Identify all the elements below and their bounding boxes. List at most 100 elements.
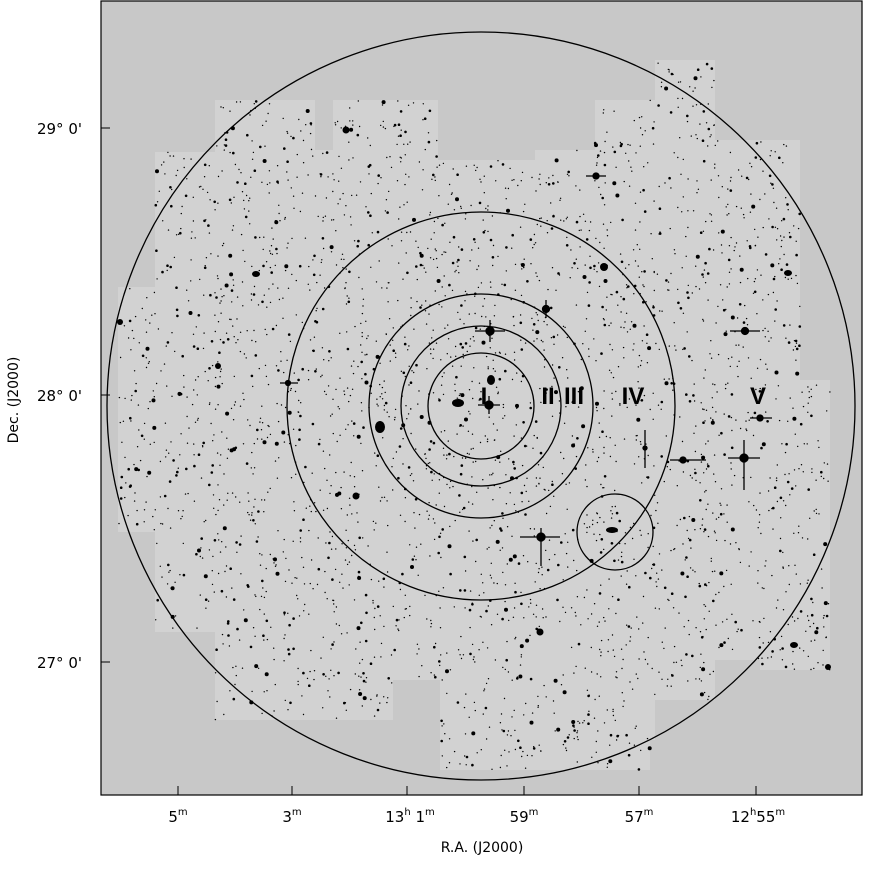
star-point (692, 210, 695, 212)
star-point (170, 204, 173, 208)
star-point (563, 457, 565, 460)
star-point (274, 460, 277, 462)
star-point (447, 324, 449, 326)
star-point (292, 617, 295, 620)
star-point (225, 596, 228, 598)
star-point (269, 250, 271, 252)
star-point (541, 608, 544, 610)
star-point (299, 210, 302, 213)
star-point (147, 362, 150, 364)
star-point (469, 260, 471, 262)
star-point (239, 101, 242, 103)
star-point (484, 706, 488, 710)
star-point (716, 391, 718, 393)
star-point (585, 318, 588, 320)
star-point (459, 589, 462, 592)
star-point (312, 259, 314, 261)
star-point (599, 648, 601, 651)
star-point (474, 312, 476, 315)
star-point (284, 699, 286, 702)
star-point (652, 306, 655, 309)
star-point (224, 144, 228, 147)
star-point (628, 398, 631, 400)
star-point (593, 338, 595, 340)
star-point (476, 752, 478, 754)
star-point (558, 366, 561, 369)
star-point (599, 150, 602, 152)
star-point (197, 548, 201, 553)
star-point (254, 664, 259, 669)
star-point (179, 574, 181, 576)
star-point (543, 349, 545, 351)
star-point (598, 436, 601, 438)
star-point (515, 510, 517, 512)
star-point (328, 350, 331, 353)
star-point (392, 327, 394, 329)
star-point (175, 308, 179, 312)
star-point (299, 537, 302, 539)
star-point (478, 594, 480, 596)
star-point (468, 716, 470, 718)
star-point (758, 620, 761, 623)
star-point (194, 421, 197, 423)
star-point (463, 706, 466, 709)
star-point (827, 603, 830, 605)
star-point (749, 246, 752, 250)
star-point (508, 751, 510, 753)
star-point (422, 169, 424, 171)
star-point (599, 551, 603, 554)
star-point (674, 345, 676, 347)
star-point (445, 458, 448, 460)
star-point (313, 678, 315, 681)
star-point (489, 238, 493, 242)
star-point (770, 182, 772, 184)
star-point (606, 296, 608, 298)
star-point (214, 330, 216, 333)
star-point (360, 621, 363, 625)
star-point (371, 232, 373, 234)
star-point (124, 456, 126, 459)
star-point (140, 434, 144, 438)
star-point (802, 471, 804, 473)
star-point (640, 443, 642, 445)
star-point (540, 401, 542, 404)
star-point (763, 587, 765, 590)
star-point (725, 206, 727, 208)
star-point (579, 386, 584, 391)
star-point (233, 336, 235, 338)
star-point (325, 675, 327, 677)
star-point (190, 237, 193, 239)
star-point (531, 755, 533, 757)
star-point (261, 579, 264, 583)
star-point (235, 342, 237, 344)
star-point (489, 347, 491, 349)
star-point (195, 552, 198, 556)
star-point (590, 613, 593, 615)
star-point (747, 277, 749, 280)
star-point (327, 556, 330, 560)
star-point (788, 565, 790, 567)
star-point (392, 339, 394, 341)
star-point (635, 575, 637, 577)
star-point (274, 220, 279, 225)
star-point (448, 452, 451, 456)
star-point (254, 354, 258, 357)
star-point (265, 619, 269, 623)
star-point (459, 425, 461, 427)
star-point (397, 100, 399, 102)
star-point (752, 620, 754, 622)
star-point (171, 332, 173, 334)
star-point (326, 598, 328, 600)
star-point (573, 672, 575, 674)
star-point (620, 296, 622, 298)
star-point (628, 585, 631, 589)
star-point (228, 645, 231, 647)
star-point (754, 245, 756, 247)
star-point (811, 468, 813, 470)
star-point (384, 210, 387, 212)
star-point (217, 484, 219, 486)
star-point (504, 369, 507, 373)
star-point (687, 296, 690, 300)
star-point (822, 664, 824, 666)
star-point (647, 533, 649, 535)
